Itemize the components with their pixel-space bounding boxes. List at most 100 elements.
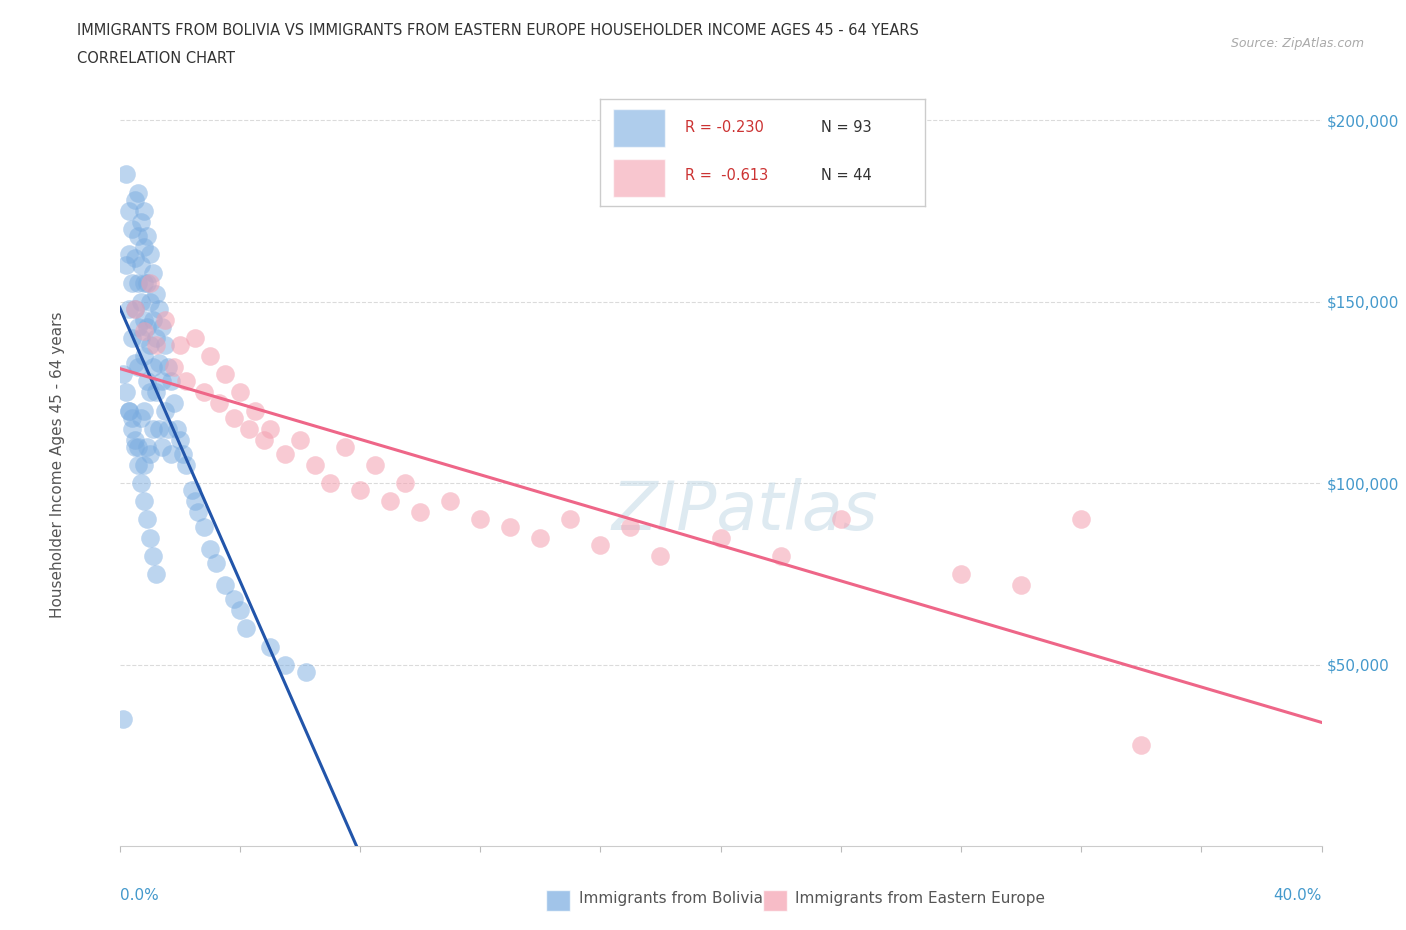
Point	[135, 276, 157, 291]
Point	[295, 665, 318, 680]
Point	[145, 338, 167, 352]
Point	[148, 421, 170, 436]
Point	[138, 338, 160, 352]
Point	[124, 301, 146, 316]
Point	[333, 439, 356, 454]
Point	[650, 549, 672, 564]
Point	[114, 167, 136, 182]
Point	[121, 221, 143, 236]
Point	[769, 549, 792, 564]
Point	[153, 338, 176, 352]
Point	[135, 512, 157, 527]
Text: Source: ZipAtlas.com: Source: ZipAtlas.com	[1230, 37, 1364, 50]
Point	[111, 366, 134, 381]
Point	[145, 286, 167, 301]
Point	[228, 603, 252, 618]
Point	[180, 483, 202, 498]
Y-axis label: Householder Income Ages 45 - 64 years: Householder Income Ages 45 - 64 years	[51, 312, 66, 618]
Point	[950, 566, 973, 581]
Point	[117, 403, 139, 418]
Point	[150, 320, 173, 335]
Point	[204, 555, 226, 570]
Point	[1070, 512, 1092, 527]
Point	[148, 356, 170, 371]
Point	[124, 301, 146, 316]
Point	[129, 294, 152, 309]
Point	[394, 476, 416, 491]
Point	[127, 360, 149, 375]
Point	[243, 403, 266, 418]
Point	[183, 494, 205, 509]
Point	[127, 439, 149, 454]
Bar	[547, 890, 571, 911]
Point	[132, 240, 155, 255]
Point	[145, 385, 167, 400]
Point	[1130, 737, 1153, 752]
Point	[132, 403, 155, 418]
Point	[156, 360, 179, 375]
Point	[142, 312, 165, 327]
Point	[183, 330, 205, 345]
Point	[138, 294, 160, 309]
Point	[138, 530, 160, 545]
Point	[274, 446, 297, 461]
Point	[214, 366, 236, 381]
Point	[166, 421, 188, 436]
Point	[193, 385, 215, 400]
Point	[138, 247, 160, 262]
Point	[830, 512, 852, 527]
Point	[121, 410, 143, 425]
Point	[129, 330, 152, 345]
Point	[135, 439, 157, 454]
Point	[117, 301, 139, 316]
Text: 0.0%: 0.0%	[120, 888, 159, 903]
Point	[169, 338, 191, 352]
Point	[138, 446, 160, 461]
Point	[150, 439, 173, 454]
Point	[132, 204, 155, 219]
Point	[238, 421, 260, 436]
Point	[129, 476, 152, 491]
Point	[135, 374, 157, 389]
Point	[142, 265, 165, 280]
Point	[274, 658, 297, 672]
Point	[319, 476, 342, 491]
Point	[159, 374, 181, 389]
Point	[174, 374, 197, 389]
Point	[121, 421, 143, 436]
Point	[468, 512, 492, 527]
Point	[124, 250, 146, 265]
Point	[121, 330, 143, 345]
Point	[124, 432, 146, 447]
Point	[117, 247, 139, 262]
Point	[560, 512, 582, 527]
Point	[198, 349, 221, 364]
Point	[222, 410, 245, 425]
Point	[499, 519, 522, 534]
Point	[132, 312, 155, 327]
Point	[135, 229, 157, 244]
Point	[124, 439, 146, 454]
Point	[124, 356, 146, 371]
Point	[132, 276, 155, 291]
Point	[529, 530, 551, 545]
Point	[138, 385, 160, 400]
Point	[142, 360, 165, 375]
Point	[117, 403, 139, 418]
Bar	[762, 890, 787, 911]
Point	[138, 276, 160, 291]
Point	[145, 330, 167, 345]
Point	[127, 276, 149, 291]
Point	[193, 519, 215, 534]
Point	[153, 403, 176, 418]
Point	[121, 276, 143, 291]
Text: IMMIGRANTS FROM BOLIVIA VS IMMIGRANTS FROM EASTERN EUROPE HOUSEHOLDER INCOME AGE: IMMIGRANTS FROM BOLIVIA VS IMMIGRANTS FR…	[77, 23, 920, 38]
Point	[187, 505, 209, 520]
Point	[253, 432, 276, 447]
Point	[132, 324, 155, 339]
Point	[208, 396, 231, 411]
Point	[174, 458, 197, 472]
Point	[214, 578, 236, 592]
Point	[132, 349, 155, 364]
Text: Immigrants from Eastern Europe: Immigrants from Eastern Europe	[796, 892, 1045, 907]
